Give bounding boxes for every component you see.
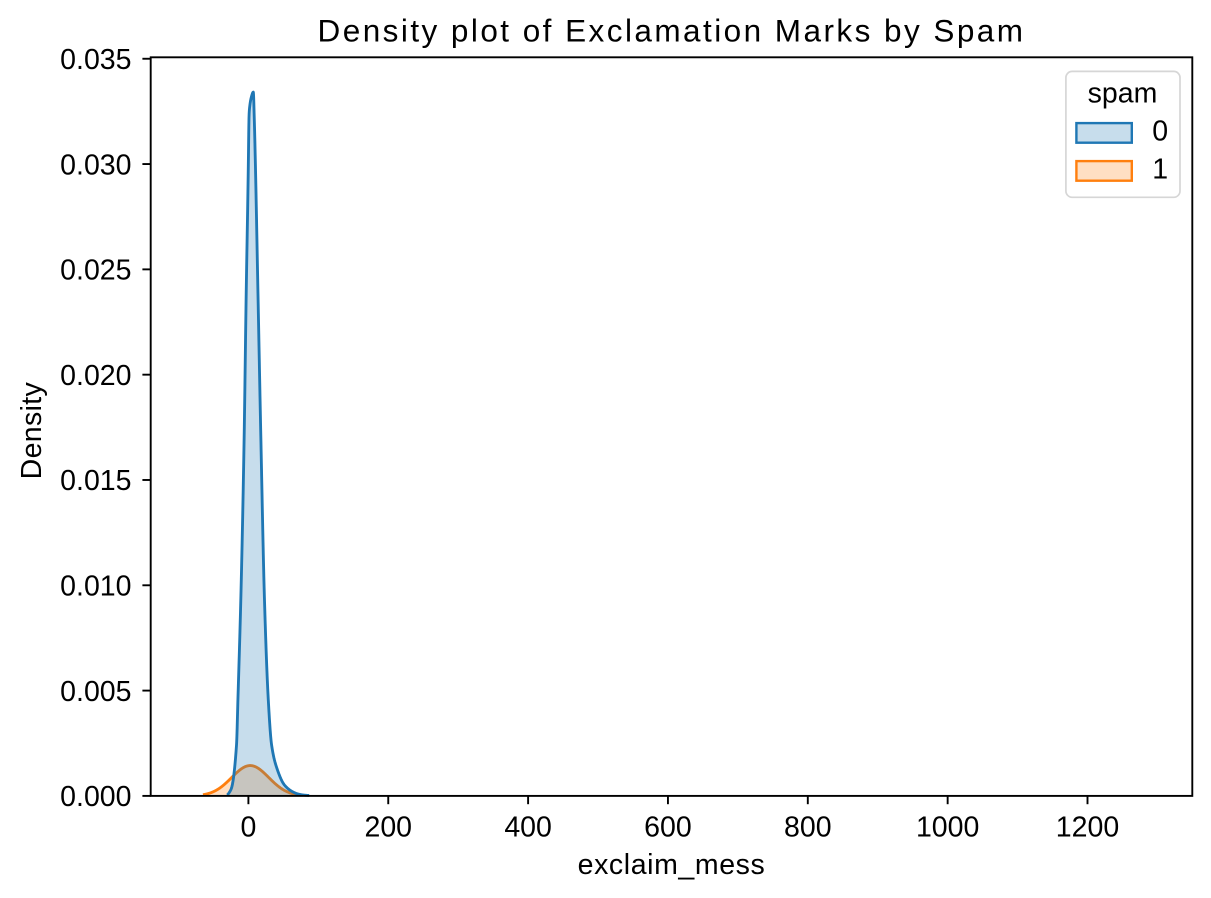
svg-text:0.035: 0.035 (60, 44, 131, 76)
svg-text:0.020: 0.020 (60, 360, 131, 392)
svg-text:0: 0 (240, 812, 256, 844)
svg-text:0.015: 0.015 (60, 465, 131, 497)
svg-text:spam: spam (1088, 78, 1158, 110)
svg-text:0: 0 (1152, 116, 1168, 148)
svg-text:200: 200 (364, 812, 412, 844)
svg-text:600: 600 (644, 812, 692, 844)
svg-text:1200: 1200 (1056, 812, 1119, 844)
svg-text:Density plot of Exclamation Ma: Density plot of Exclamation Marks by Spa… (318, 12, 1026, 48)
svg-text:exclaim_mess: exclaim_mess (578, 849, 766, 881)
svg-text:1000: 1000 (916, 812, 979, 844)
svg-text:0.000: 0.000 (60, 781, 131, 813)
svg-text:0.005: 0.005 (60, 676, 131, 708)
svg-text:400: 400 (504, 812, 552, 844)
svg-text:0.010: 0.010 (60, 570, 131, 602)
svg-text:1: 1 (1152, 154, 1168, 186)
svg-text:0.025: 0.025 (60, 255, 131, 287)
svg-text:800: 800 (784, 812, 832, 844)
svg-text:0.030: 0.030 (60, 149, 131, 181)
svg-text:Density: Density (16, 381, 48, 479)
